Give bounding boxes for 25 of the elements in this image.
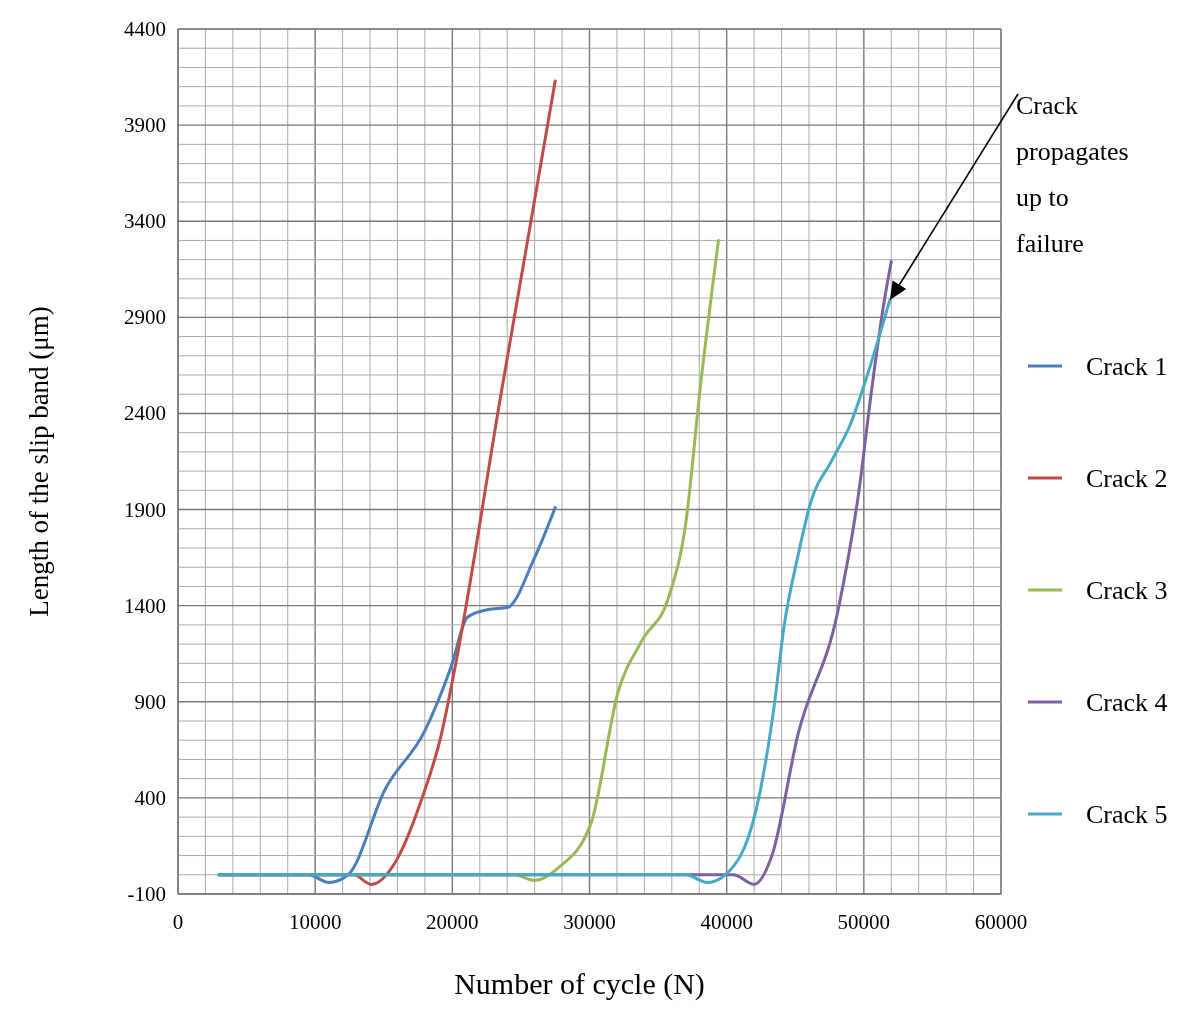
y-tick-label: -100	[127, 882, 166, 906]
x-tick-label: 30000	[563, 910, 616, 934]
x-tick-label: 10000	[288, 910, 342, 934]
legend-label: Crack 5	[1086, 800, 1168, 829]
text: Crack propagates up to failure	[1016, 91, 1129, 258]
x-tick-label: 50000	[837, 910, 891, 934]
y-tick-label: 900	[134, 689, 166, 714]
y-tick-label: 400	[134, 785, 166, 810]
legend-label: Crack 3	[1086, 576, 1168, 605]
x-tick-label: 60000	[974, 910, 1028, 934]
y-tick-label: 2900	[124, 305, 166, 330]
legend-label: Crack 4	[1086, 688, 1168, 717]
y-tick-label: 1400	[124, 593, 166, 618]
x-tick-label: 40000	[700, 910, 753, 934]
y-axis-title: Length of the slip band (μm)	[24, 306, 54, 617]
x-tick-label: 20000	[426, 910, 479, 934]
x-tick-label: 0	[172, 910, 184, 934]
legend-label: Crack 1	[1086, 352, 1168, 381]
y-tick-label: 2400	[124, 401, 166, 426]
y-tick-label: 3900	[124, 113, 166, 138]
legend-label: Crack 2	[1086, 464, 1168, 493]
x-axis-title: Number of cycle (N)	[454, 967, 705, 1001]
y-tick-label: 3400	[124, 209, 166, 234]
y-tick-label: 1900	[124, 497, 166, 522]
y-tick-label: 4400	[124, 17, 166, 41]
